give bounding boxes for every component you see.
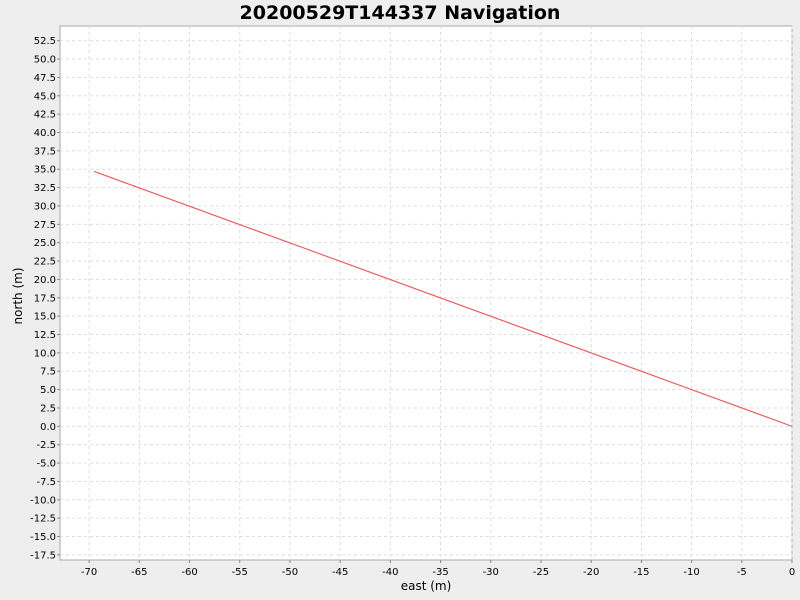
y-tick-label: 35.0: [34, 165, 56, 176]
y-tick-label: -10.0: [30, 495, 56, 506]
y-tick-label: -15.0: [30, 532, 56, 543]
x-tick-label: 0: [789, 567, 795, 578]
x-tick-label: -35: [432, 567, 448, 578]
y-tick-label: 5.0: [40, 385, 56, 396]
y-tick-label: 45.0: [34, 91, 56, 102]
y-tick-label: 47.5: [34, 73, 56, 84]
x-tick-label: -5: [737, 567, 747, 578]
x-tick-label: -20: [583, 567, 599, 578]
y-tick-label: -12.5: [30, 514, 56, 525]
x-tick-label: -60: [181, 567, 197, 578]
y-tick-label: -2.5: [36, 440, 56, 451]
x-tick-label: -40: [382, 567, 398, 578]
x-tick-label: -15: [633, 567, 649, 578]
x-tick-label: -50: [282, 567, 298, 578]
grid-lines: [60, 26, 793, 560]
y-tick-label: 0.0: [40, 422, 56, 433]
y-tick-label: 27.5: [34, 220, 56, 231]
y-tick-label: -17.5: [30, 550, 56, 561]
y-tick-label: 37.5: [34, 146, 56, 157]
chart-title: 20200529T144337 Navigation: [240, 2, 561, 24]
y-tick-label: 42.5: [34, 110, 56, 121]
y-tick-label: 7.5: [40, 367, 56, 378]
x-tick-label: -70: [81, 567, 97, 578]
y-axis-ticks: -17.5 -15.0 -12.5 -10.0 -7.5 -5.0 -2.5 0.0 2.5 5.…: [30, 36, 60, 561]
y-tick-label: 20.0: [34, 275, 56, 286]
x-tick-label: -65: [131, 567, 147, 578]
y-tick-label: 32.5: [34, 183, 56, 194]
y-tick-label: 40.0: [34, 128, 56, 139]
y-tick-label: 50.0: [34, 55, 56, 66]
y-tick-label: 52.5: [34, 36, 56, 47]
y-tick-label: 10.0: [34, 348, 56, 359]
y-tick-label: 15.0: [34, 312, 56, 323]
y-tick-label: 25.0: [34, 238, 56, 249]
y-tick-label: 30.0: [34, 201, 56, 212]
x-axis-ticks: -70 -65 -60 -55 -50 -45 -40 -35 -30 -25 -20 -15 -10-…: [81, 560, 795, 578]
y-tick-label: 22.5: [34, 257, 56, 268]
x-tick-label: -30: [483, 567, 499, 578]
x-tick-label: -45: [332, 567, 348, 578]
x-tick-label: -55: [232, 567, 248, 578]
x-axis-label: east (m): [401, 579, 452, 593]
y-tick-label: 12.5: [34, 330, 56, 341]
x-tick-label: -25: [533, 567, 549, 578]
y-tick-label: -7.5: [36, 477, 56, 488]
y-tick-label: 17.5: [34, 293, 56, 304]
y-tick-label: 2.5: [40, 403, 56, 414]
y-tick-label: -5.0: [36, 459, 56, 470]
y-axis-label: north (m): [11, 267, 25, 324]
series-group: [93, 170, 793, 427]
x-tick-label: -10: [683, 567, 699, 578]
series-line: [93, 170, 793, 427]
